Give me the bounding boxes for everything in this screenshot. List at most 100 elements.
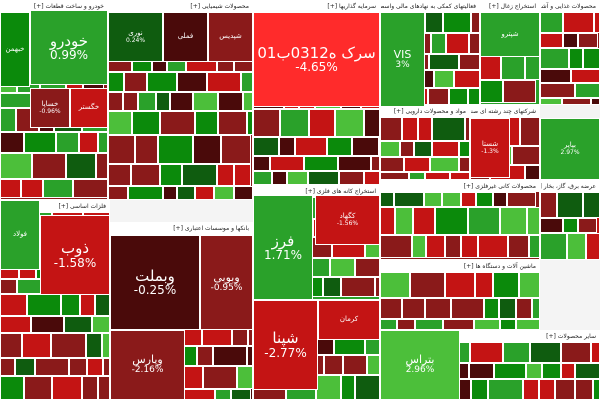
stock-cell[interactable]	[500, 207, 527, 235]
stock-cell[interactable]	[197, 346, 213, 366]
stock-cell[interactable]	[371, 156, 380, 171]
stock-cell[interactable]	[123, 92, 138, 111]
stock-cell[interactable]	[563, 33, 578, 48]
stock-cell[interactable]	[338, 156, 371, 171]
stock-cell[interactable]	[0, 279, 17, 294]
stock-cell[interactable]	[434, 70, 454, 88]
stock-cell[interactable]	[66, 153, 96, 179]
stock-cell[interactable]	[124, 72, 147, 92]
stock-cell[interactable]	[449, 88, 468, 105]
stock-cell[interactable]	[195, 186, 214, 200]
stock-cell[interactable]	[234, 164, 251, 186]
stock-cell[interactable]	[415, 319, 443, 330]
stock-cell[interactable]	[459, 141, 470, 157]
stock-cell[interactable]	[253, 137, 279, 156]
stock-cell[interactable]	[380, 157, 404, 172]
stock-cell[interactable]	[295, 137, 327, 156]
stock-tile[interactable]: سرک ه0312ب01 -4.65%	[253, 12, 380, 107]
stock-cell[interactable]	[426, 235, 445, 258]
stock-cell[interactable]	[424, 192, 442, 207]
stock-cell[interactable]	[0, 108, 16, 132]
stock-cell[interactable]	[519, 272, 540, 298]
stock-cell[interactable]	[253, 171, 272, 185]
stock-cell[interactable]	[52, 376, 82, 400]
stock-tile[interactable]: خگستر	[70, 88, 108, 128]
stock-cell[interactable]	[525, 165, 540, 180]
sector-title[interactable]: عرضه برق، گاز، بخار [+]	[541, 181, 599, 192]
stock-cell[interactable]	[571, 69, 600, 83]
stock-tile[interactable]: خودرو 0.99%	[30, 10, 108, 85]
stock-cell[interactable]	[51, 333, 86, 358]
stock-cell[interactable]	[575, 83, 600, 98]
stock-cell[interactable]	[557, 192, 583, 218]
stock-cell[interactable]	[214, 186, 234, 200]
stock-cell[interactable]	[380, 192, 394, 207]
stock-cell[interactable]	[247, 346, 253, 366]
stock-cell[interactable]	[177, 72, 207, 92]
stock-cell[interactable]	[469, 33, 480, 54]
stock-cell[interactable]	[446, 33, 469, 54]
stock-cell[interactable]	[0, 153, 32, 179]
sector-title[interactable]: فعالیتهای کمکی به نهادهای مالی واسط [+]	[381, 1, 479, 12]
stock-cell[interactable]	[414, 141, 432, 157]
stock-cell[interactable]	[409, 172, 425, 180]
stock-cell[interactable]	[132, 111, 160, 135]
stock-cell[interactable]	[480, 56, 501, 80]
stock-cell[interactable]	[221, 135, 251, 164]
stock-cell[interactable]	[471, 12, 480, 33]
stock-cell[interactable]	[69, 358, 87, 376]
stock-cell[interactable]	[327, 137, 352, 156]
stock-cell[interactable]	[454, 70, 480, 88]
stock-cell[interactable]	[493, 272, 519, 298]
sector-title[interactable]: خودرو و ساخت قطعات [+]	[1, 1, 107, 12]
stock-cell[interactable]	[468, 207, 500, 235]
stock-cell[interactable]	[516, 298, 532, 319]
stock-cell[interactable]	[402, 117, 418, 141]
stock-cell[interactable]	[402, 298, 425, 319]
stock-cell[interactable]	[591, 342, 600, 363]
stock-cell[interactable]	[418, 117, 432, 141]
stock-cell[interactable]	[375, 277, 380, 297]
stock-cell[interactable]	[195, 111, 218, 135]
stock-tile[interactable]: نوری 0.24%	[108, 12, 163, 62]
stock-cell[interactable]	[470, 342, 503, 363]
stock-cell[interactable]	[445, 272, 475, 298]
stock-cell[interactable]	[575, 363, 600, 379]
stock-tile[interactable]: کگهاد -1.56%	[315, 195, 380, 245]
stock-cell[interactable]	[561, 363, 575, 379]
stock-cell[interactable]	[27, 294, 61, 316]
stock-cell[interactable]	[443, 319, 474, 330]
sector-title[interactable]: محصولات غذایی و آشامیدنی به [+]	[541, 1, 599, 12]
stock-cell[interactable]	[215, 389, 231, 400]
stock-cell[interactable]	[397, 319, 415, 330]
stock-cell[interactable]	[474, 319, 500, 330]
stock-cell[interactable]	[103, 358, 110, 376]
stock-cell[interactable]	[102, 333, 110, 358]
stock-cell[interactable]	[24, 132, 56, 153]
stock-cell[interactable]	[15, 358, 35, 376]
stock-cell[interactable]	[540, 33, 563, 48]
stock-cell[interactable]	[217, 164, 234, 186]
sector-title[interactable]: استخراج زغال [+]	[481, 1, 539, 12]
stock-cell[interactable]	[540, 83, 575, 98]
stock-cell[interactable]	[561, 342, 591, 363]
stock-cell[interactable]	[412, 235, 426, 258]
stock-cell[interactable]	[324, 355, 343, 375]
stock-cell[interactable]	[555, 379, 575, 400]
stock-cell[interactable]	[501, 56, 525, 80]
stock-tile[interactable]: کرمان	[318, 300, 380, 340]
stock-cell[interactable]	[0, 358, 15, 376]
stock-cell[interactable]	[380, 117, 402, 141]
stock-cell[interactable]	[410, 272, 445, 298]
stock-cell[interactable]	[494, 363, 526, 379]
stock-cell[interactable]	[279, 137, 295, 156]
stock-cell[interactable]	[0, 179, 21, 198]
stock-cell[interactable]	[308, 171, 339, 185]
stock-cell[interactable]	[540, 192, 557, 218]
stock-cell[interactable]	[92, 316, 110, 333]
stock-cell[interactable]	[425, 12, 443, 33]
stock-cell[interactable]	[380, 172, 409, 180]
stock-cell[interactable]	[335, 109, 364, 137]
stock-tile[interactable]: بتراس 2.96%	[380, 330, 460, 400]
stock-cell[interactable]	[253, 156, 270, 171]
